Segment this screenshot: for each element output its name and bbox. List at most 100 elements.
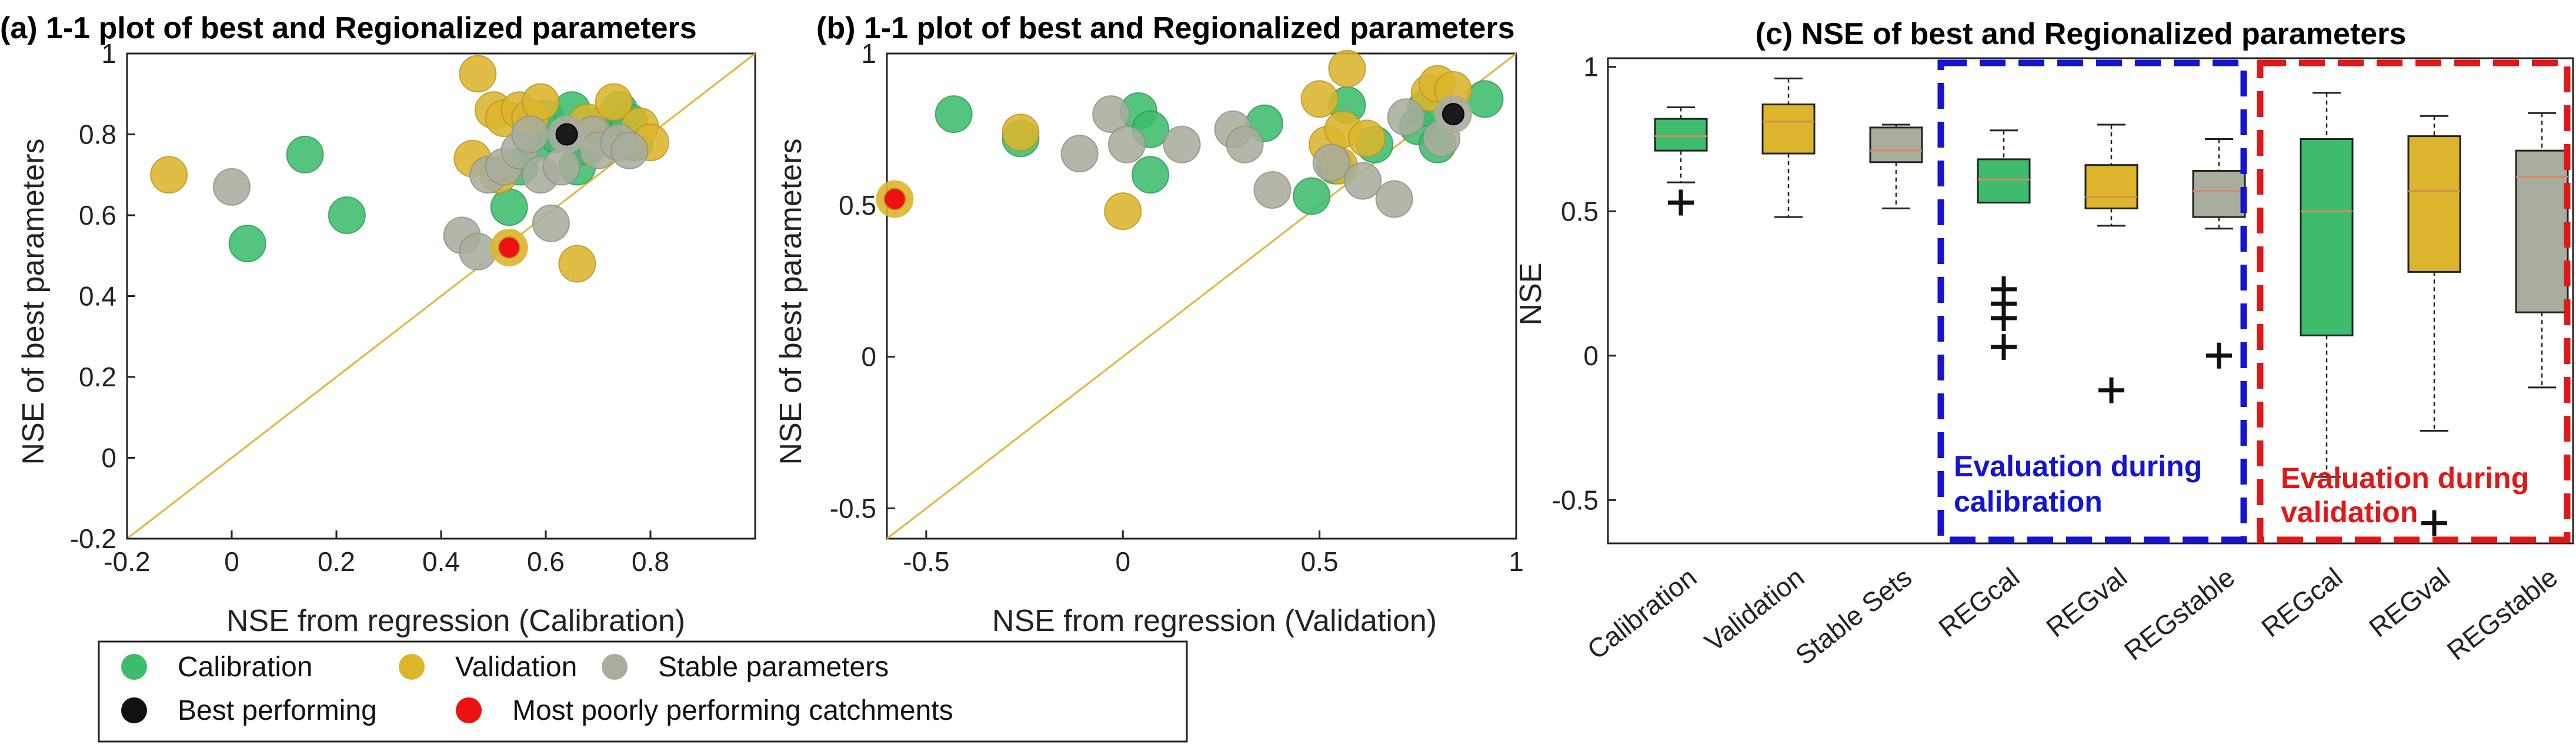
- panel-b-plot-area: -0.5 0 0.5 1 -0.5 0 0.5 1: [830, 38, 1524, 577]
- panel-c-box-regcal: [1977, 158, 2031, 204]
- panel-b-point-stable-parameters: [1107, 125, 1146, 163]
- legend: Calibration Validation Stable parameters Be…: [98, 640, 1188, 743]
- legend-marker-validation: [399, 654, 425, 680]
- panel-c-box-regval: [2084, 164, 2138, 209]
- legend-marker-most-poorly-performing-catchments: [456, 697, 482, 723]
- panel-c-x-tick-label: Calibration: [1581, 562, 1702, 665]
- panel-b-point-validation: [1104, 192, 1142, 231]
- panel-c-calibration-annotation-line1: Evaluation during: [1954, 450, 2202, 483]
- panel-b-title: (b) 1-1 plot of best and Regionalized pa…: [816, 11, 1515, 45]
- panel-a-y-tick-label: 1: [101, 38, 116, 69]
- panel-c-title: (c) NSE of best and Regionalized paramet…: [1756, 17, 2407, 51]
- panel-a-x-tick-label: 0.8: [632, 546, 669, 577]
- panel-c-x-tick-label: REGcal: [1933, 562, 2025, 643]
- panel-a-x-tick-label: 0.2: [318, 546, 355, 577]
- panel-c-y-tick-label: 1: [1583, 52, 1599, 82]
- panel-a-x-tick-label: 0: [224, 546, 239, 577]
- panel-b-x-tick-label: 0: [1115, 546, 1130, 577]
- panel-b-y-tick-label: -0.5: [830, 493, 876, 523]
- panel-b-point-stable-parameters: [1092, 95, 1130, 133]
- panel-c-calibration-region-box: [1937, 59, 2247, 543]
- panel-c-box-regcal: [2300, 138, 2354, 336]
- panel-b-point-stable-parameters: [1163, 125, 1201, 163]
- legend-marker-calibration: [121, 654, 147, 680]
- panel-a-point-stable-parameters: [213, 168, 251, 206]
- panel-b-point-validation: [1002, 113, 1040, 152]
- panel-a-point-stable-parameters: [459, 232, 497, 271]
- panel-a-point-validation: [150, 156, 188, 194]
- panel-b-point-calibration: [935, 95, 973, 133]
- panel-c-validation-annotation-line1: Evaluation during: [2281, 462, 2529, 495]
- panel-a-point-stable-parameters: [610, 132, 649, 169]
- panel-b-x-tick-label: 1: [1509, 546, 1524, 577]
- panel-c-box-validation: [1761, 103, 1816, 155]
- panel-b-x-axis-label: NSE from regression (Validation): [992, 604, 1437, 638]
- panel-a-y-tick-label: 0.6: [79, 200, 116, 231]
- panel-b-point-best-performing: [1442, 103, 1464, 126]
- panel-b-point-calibration: [1132, 156, 1170, 194]
- panel-a-point-best-performing: [555, 123, 578, 146]
- panel-b-y-tick-label: 1: [861, 38, 876, 69]
- panel-c-validation-region-box: [2257, 59, 2571, 543]
- panel-b-point-stable-parameters: [1226, 125, 1264, 163]
- panel-c-x-tick-label: Stable Sets: [1790, 562, 1917, 671]
- panel-c-box-regstable: [2515, 149, 2569, 313]
- panel-a-x-tick-label: 0.4: [422, 546, 460, 577]
- panel-a-y-tick-label: 0: [101, 443, 116, 473]
- panel-a-y-tick-label: 0.2: [79, 362, 116, 392]
- panel-a-point-validation: [459, 55, 497, 93]
- panel-b-x-tick-label: 0.5: [1301, 546, 1339, 577]
- legend-label: Stable parameters: [658, 652, 889, 683]
- panel-b-point-stable-parameters: [1253, 171, 1292, 209]
- legend-label: Calibration: [178, 652, 312, 683]
- panel-b-point-validation: [1300, 80, 1339, 118]
- panel-c-x-tick-label: REGval: [2040, 562, 2133, 643]
- legend-frame: [98, 640, 1188, 743]
- panel-b-y-tick-label: 0.5: [839, 190, 876, 221]
- panel-b-point-most-poorly-performing-catchments: [883, 188, 906, 211]
- panel-c-box-stable sets: [1869, 126, 1923, 163]
- panel-b-x-tick-label: -0.5: [903, 546, 949, 577]
- panel-b-y-tick-label: 0: [861, 342, 876, 372]
- legend-label: Most poorly performing catchments: [512, 695, 953, 726]
- panel-a-point-stable-parameters: [532, 204, 570, 242]
- panel-c-y-tick-label: 0: [1583, 340, 1599, 371]
- panel-b-point-stable-parameters: [1344, 162, 1382, 200]
- panel-c-x-tick-label: REGstable: [2118, 562, 2240, 666]
- panel-a-x-axis-label: NSE from regression (Calibration): [226, 604, 685, 638]
- panel-b-point-stable-parameters: [1060, 135, 1099, 173]
- panel-c-x-tick-label: Validation: [1699, 562, 1810, 657]
- legend-marker-stable-parameters: [602, 654, 628, 680]
- panel-c-calibration-annotation-line2: calibration: [1954, 485, 2103, 518]
- panel-c-x-tick-label: REGstable: [2441, 562, 2563, 666]
- panel-c-box-regval: [2407, 135, 2461, 273]
- panel-a-point-stable-parameters: [511, 115, 549, 153]
- panel-b-point-stable-parameters: [1387, 98, 1425, 136]
- legend-items: Calibration Validation Stable parameters Be…: [121, 652, 953, 726]
- panel-b-point-validation: [1347, 119, 1386, 158]
- panel-a-point-validation: [522, 83, 560, 121]
- panel-c-y-tick-label: 0.5: [1561, 196, 1599, 226]
- panel-b-point-stable-parameters: [1312, 143, 1350, 182]
- legend-marker-best-performing: [121, 697, 147, 723]
- legend-label: Best performing: [178, 695, 377, 726]
- panel-a-title: (a) 1-1 plot of best and Regionalized pa…: [0, 11, 697, 45]
- panel-c-x-tick-label: REGval: [2363, 562, 2455, 643]
- panel-c-box-calibration: [1654, 118, 1708, 152]
- panel-b-point-validation: [1328, 49, 1366, 88]
- panel-c-y-tick-label: -0.5: [1552, 485, 1599, 515]
- panel-a-point-validation: [595, 83, 633, 121]
- panel-a-y-tick-label: 0.8: [79, 119, 116, 150]
- panel-c-boxplot: (c) NSE of best and Regionalized paramet…: [1514, 17, 2574, 671]
- panel-a-scatter: (a) 1-1 plot of best and Regionalized pa…: [0, 11, 756, 638]
- panel-c-box-regstable: [2192, 170, 2246, 218]
- panel-a-point-validation: [558, 245, 596, 283]
- panel-b-point-calibration: [1466, 80, 1504, 118]
- panel-a-x-tick-label: -0.2: [104, 546, 150, 577]
- panel-a-point-calibration: [490, 188, 528, 226]
- panel-a-point-stable-parameters: [542, 148, 580, 186]
- legend-label: Validation: [455, 652, 577, 683]
- panel-c-validation-annotation-line2: validation: [2281, 496, 2418, 529]
